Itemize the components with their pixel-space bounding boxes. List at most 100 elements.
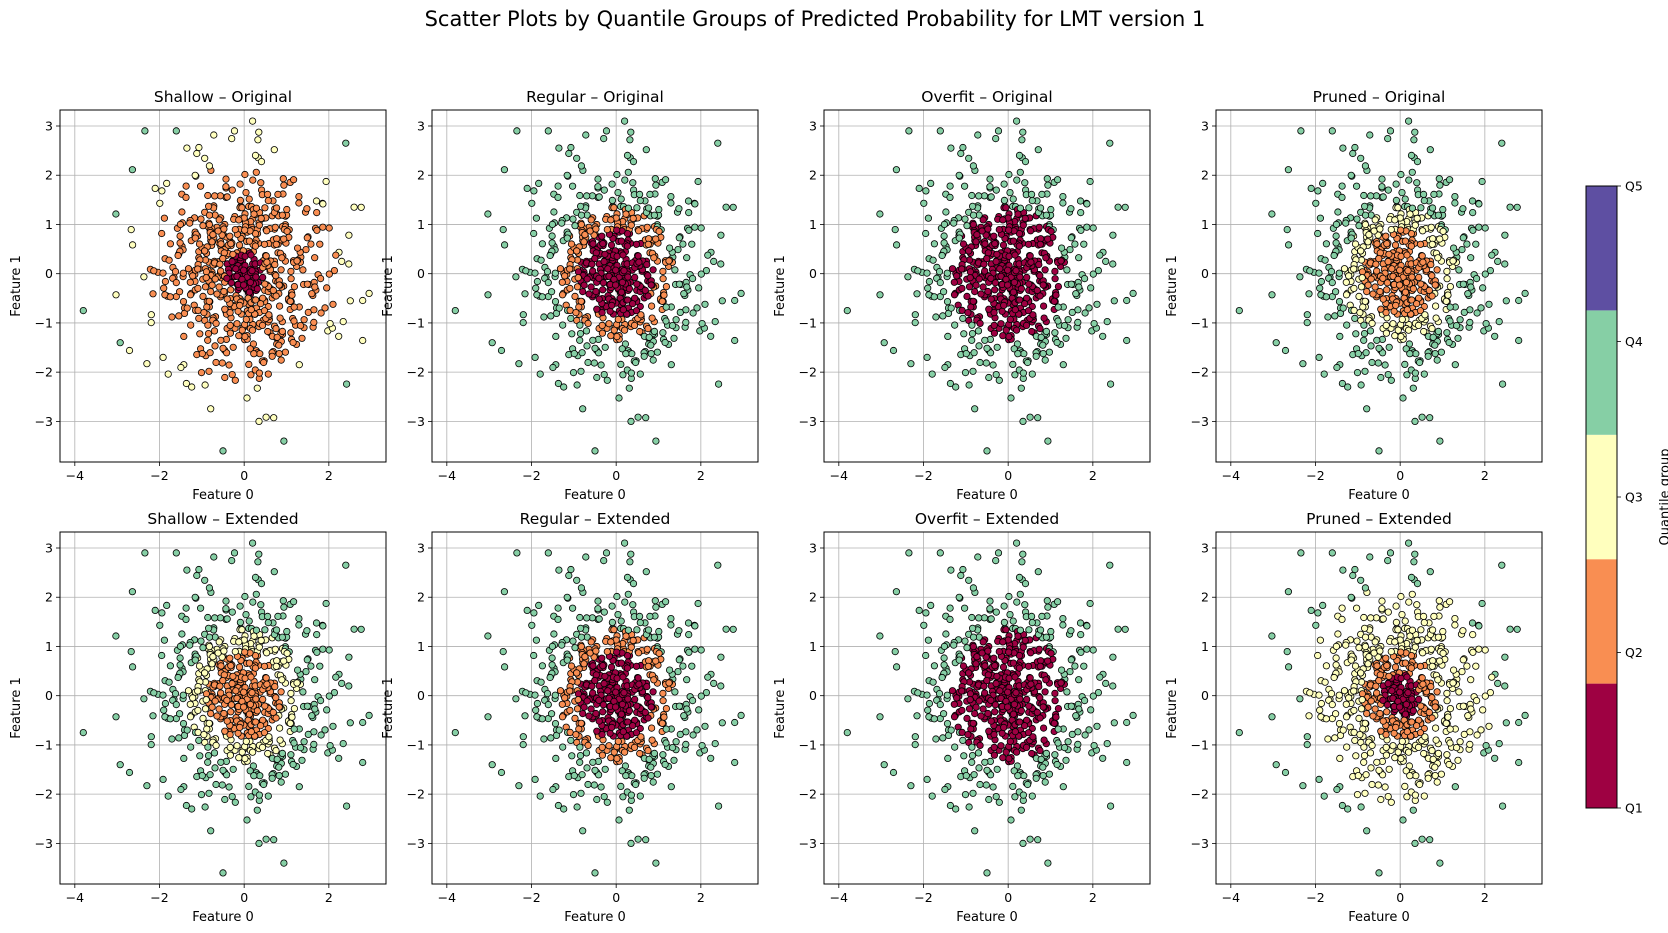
data-point — [590, 781, 598, 789]
data-point — [287, 689, 295, 698]
data-point — [635, 190, 644, 198]
data-point — [158, 609, 166, 617]
data-point — [1364, 238, 1372, 246]
data-point — [257, 579, 266, 588]
scatter-points — [79, 117, 373, 455]
data-point — [635, 680, 643, 688]
data-point — [1339, 304, 1347, 312]
data-point — [278, 211, 286, 219]
data-point — [205, 162, 213, 170]
data-point — [272, 240, 280, 248]
data-point — [1074, 318, 1082, 326]
data-point — [953, 272, 961, 280]
data-point — [610, 204, 618, 212]
data-point — [998, 307, 1006, 315]
data-point — [236, 301, 244, 309]
data-point — [1439, 227, 1447, 235]
data-point — [976, 358, 984, 367]
data-point — [247, 728, 255, 736]
data-point — [576, 202, 585, 210]
data-point — [275, 763, 283, 771]
y-tick-label: −2 — [1191, 365, 1209, 380]
data-point — [682, 740, 690, 749]
data-point — [519, 740, 527, 749]
data-point — [943, 297, 952, 306]
data-point — [1419, 258, 1427, 266]
data-point — [1332, 288, 1340, 296]
data-point — [1366, 131, 1374, 139]
data-point — [992, 257, 1000, 266]
data-point — [290, 725, 298, 733]
data-point — [342, 380, 351, 388]
data-point — [576, 329, 585, 338]
data-point — [300, 316, 308, 324]
data-point — [1106, 139, 1114, 147]
data-point — [188, 805, 196, 813]
data-point — [624, 695, 632, 703]
data-point — [277, 356, 285, 364]
data-point — [1075, 254, 1083, 262]
data-point — [548, 661, 556, 669]
data-point — [1404, 267, 1412, 275]
data-point — [595, 717, 603, 725]
data-point — [1428, 272, 1436, 280]
data-point — [1089, 646, 1097, 654]
y-tick-label: 2 — [1201, 168, 1209, 183]
data-point — [275, 703, 283, 711]
data-point — [196, 752, 204, 760]
data-point — [960, 330, 968, 338]
data-point — [156, 621, 164, 629]
data-point — [986, 605, 994, 613]
data-point — [1360, 329, 1369, 338]
data-point — [249, 598, 257, 606]
data-point — [204, 191, 212, 200]
y-tick-label: 0 — [45, 688, 53, 703]
data-point — [251, 151, 260, 159]
x-tick-label: 0 — [612, 468, 620, 483]
y-tick-label: 2 — [45, 168, 53, 183]
data-point — [1379, 274, 1387, 282]
data-point — [195, 240, 204, 248]
data-point — [599, 240, 607, 248]
data-point — [577, 719, 585, 727]
data-point — [303, 627, 311, 635]
data-point — [251, 573, 260, 582]
data-point — [272, 324, 280, 333]
data-point — [624, 168, 632, 176]
data-point — [959, 314, 967, 322]
data-point — [325, 270, 333, 278]
data-point — [1075, 705, 1083, 713]
data-point — [128, 166, 136, 174]
data-point — [1017, 806, 1025, 814]
data-point — [310, 728, 318, 736]
data-point — [227, 708, 235, 716]
data-point — [242, 737, 250, 746]
data-point — [168, 735, 176, 743]
data-point — [500, 588, 508, 596]
data-point — [1332, 232, 1340, 240]
data-point — [621, 176, 629, 184]
data-point — [228, 186, 236, 194]
data-point — [532, 706, 540, 714]
data-point — [1501, 231, 1509, 239]
data-point — [246, 278, 254, 286]
data-point — [1367, 275, 1375, 283]
data-point — [204, 613, 212, 622]
data-point — [647, 703, 655, 711]
plot-area — [824, 532, 1150, 884]
data-point — [531, 775, 539, 784]
data-point — [260, 662, 269, 670]
data-point — [222, 183, 230, 191]
data-point — [254, 136, 262, 144]
data-point — [311, 676, 319, 684]
data-point — [298, 334, 306, 342]
data-point — [171, 689, 180, 698]
data-point — [326, 741, 334, 750]
x-tick-label: −4 — [830, 468, 848, 483]
data-point — [876, 291, 884, 299]
data-point — [350, 625, 358, 633]
data-point — [543, 267, 552, 276]
data-point — [992, 370, 1000, 379]
data-point — [587, 638, 595, 646]
data-point — [143, 360, 151, 368]
